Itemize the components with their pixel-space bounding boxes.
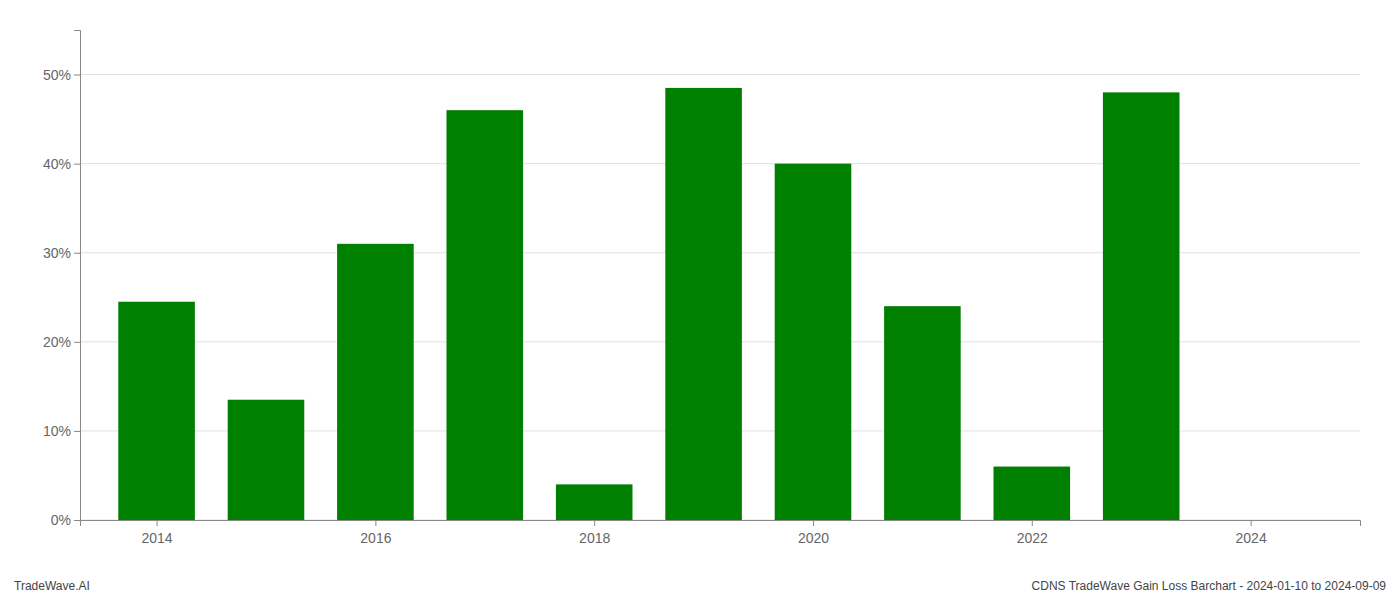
chart: 2014 2016 2018 2020 2022 2024 0% 10% 20% 30% 40% 50…: [0, 0, 1400, 600]
y-axis: 0% 10% 20% 30% 40% 50%: [43, 31, 81, 528]
y-axis-line: [74, 31, 81, 521]
x-tick-mark: [1251, 520, 1252, 526]
y-tick: 10%: [43, 423, 80, 439]
bars: [118, 88, 1179, 520]
y-tick-mark: [74, 75, 80, 76]
x-tick-mark: [1032, 520, 1033, 526]
x-tick: 2020: [798, 520, 829, 546]
grid-line: [80, 74, 1360, 75]
y-tick-mark: [74, 520, 80, 521]
bar: [994, 467, 1071, 520]
x-tick-label: 2020: [798, 530, 829, 546]
y-tick: 30%: [43, 245, 80, 261]
x-axis: 2014 2016 2018 2020 2022 2024: [81, 520, 1361, 546]
bar: [337, 244, 414, 520]
y-tick-label: 50%: [43, 67, 71, 83]
x-tick-label: 2018: [579, 530, 610, 546]
x-tick-label: 2016: [360, 530, 391, 546]
x-tick-mark: [375, 520, 376, 526]
bar: [665, 88, 742, 520]
y-tick-label: 20%: [43, 334, 71, 350]
x-tick-label: 2024: [1236, 530, 1267, 546]
y-tick: 50%: [43, 67, 80, 83]
bar: [884, 306, 961, 520]
y-tick-mark: [74, 431, 80, 432]
grid: [80, 75, 1360, 520]
x-tick: 2024: [1236, 520, 1267, 546]
y-tick-mark: [74, 253, 80, 254]
plot-area: 2014 2016 2018 2020 2022 2024 0% 10% 20% 30% 40% 50…: [43, 31, 1361, 547]
bar: [775, 164, 852, 520]
footer-text: TradeWave.AI: [14, 579, 90, 593]
x-tick-label: 2014: [142, 530, 173, 546]
y-tick: 40%: [43, 156, 80, 172]
bar: [118, 302, 195, 520]
x-tick: 2018: [579, 520, 610, 546]
y-tick-label: 10%: [43, 423, 71, 439]
x-tick-mark: [157, 520, 158, 526]
bar: [556, 484, 633, 520]
x-tick-label: 2022: [1017, 530, 1048, 546]
y-tick: 20%: [43, 334, 80, 350]
x-tick: 2014: [142, 520, 173, 546]
bar: [228, 400, 305, 520]
x-tick: 2022: [1017, 520, 1048, 546]
y-tick-label: 0%: [51, 512, 71, 528]
bar: [1103, 92, 1180, 520]
y-tick: 0%: [51, 512, 80, 528]
footer-text: CDNS TradeWave Gain Loss Barchart - 2024…: [1032, 579, 1387, 593]
x-tick-mark: [813, 520, 814, 526]
x-tick-mark: [594, 520, 595, 526]
x-tick: 2016: [360, 520, 391, 546]
bar: [446, 110, 523, 520]
y-tick-mark: [74, 342, 80, 343]
x-axis-line: [81, 521, 1361, 527]
y-tick-label: 30%: [43, 245, 71, 261]
y-tick-mark: [74, 164, 80, 165]
y-tick-label: 40%: [43, 156, 71, 172]
